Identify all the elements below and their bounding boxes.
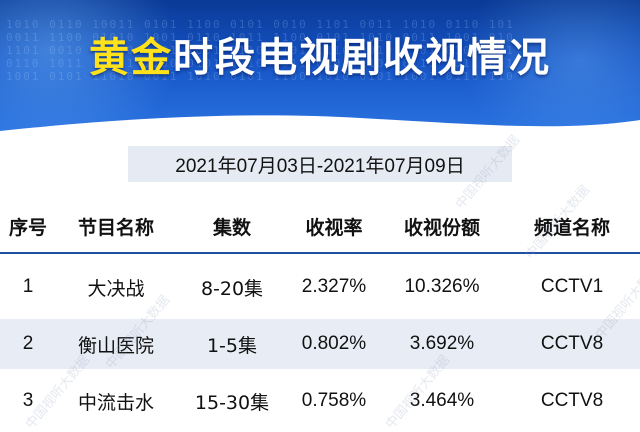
table-row: 2 衡山医院 1-5集 0.802% 3.692% CCTV8 [0,319,640,369]
table-row: 3 中流击水 15-30集 0.758% 3.464% CCTV8 [0,376,640,426]
cell-rating: 2.327% [301,276,367,297]
column-header-rank: 序号 [8,216,47,239]
column-header-name: 节目名称 [77,216,154,239]
date-range-bar: 2021年07月03日-2021年07月09日 [128,146,512,182]
table-header: 序号 节目名称 集数 收视率 收视份额 频道名称 [0,200,640,254]
cell-program-name: 衡山医院 [77,334,154,357]
title-accent: 黄金 [89,35,173,81]
cell-share: 3.692% [409,333,475,354]
cell-rank: 3 [22,390,34,411]
cell-rating: 0.758% [301,390,367,411]
cell-program-name: 大决战 [87,277,145,300]
table-row: 1 大决战 8-20集 2.327% 10.326% CCTV1 [0,262,640,312]
cell-channel: CCTV8 [540,390,604,411]
cell-program-name: 中流击水 [77,391,154,414]
column-header-episodes: 集数 [212,216,251,239]
column-header-share: 收视份额 [403,216,480,239]
column-header-channel: 频道名称 [533,216,610,239]
cell-channel: CCTV1 [540,276,604,297]
cell-rating: 0.802% [301,333,367,354]
cell-rank: 1 [22,276,34,297]
header-wave-divider [0,115,640,131]
header-banner: 1010 0110 10011 0101 1100 0101 0010 1101… [0,0,640,131]
column-header-rating: 收视率 [305,216,363,239]
page-title: 黄金时段电视剧收视情况 [0,32,640,84]
cell-share: 3.464% [409,390,475,411]
cell-episodes: 8-20集 [200,277,264,300]
cell-rank: 2 [22,333,34,354]
title-main: 时段电视剧收视情况 [173,35,551,81]
cell-share: 10.326% [404,276,480,297]
cell-channel: CCTV8 [540,333,604,354]
header-digit-pattern: 1010 0110 10011 0101 1100 0101 0010 1101… [6,18,515,83]
cell-episodes: 1-5集 [206,334,258,357]
cell-episodes: 15-30集 [194,391,270,414]
header-glow-right [460,0,640,131]
header-glow [0,0,180,131]
